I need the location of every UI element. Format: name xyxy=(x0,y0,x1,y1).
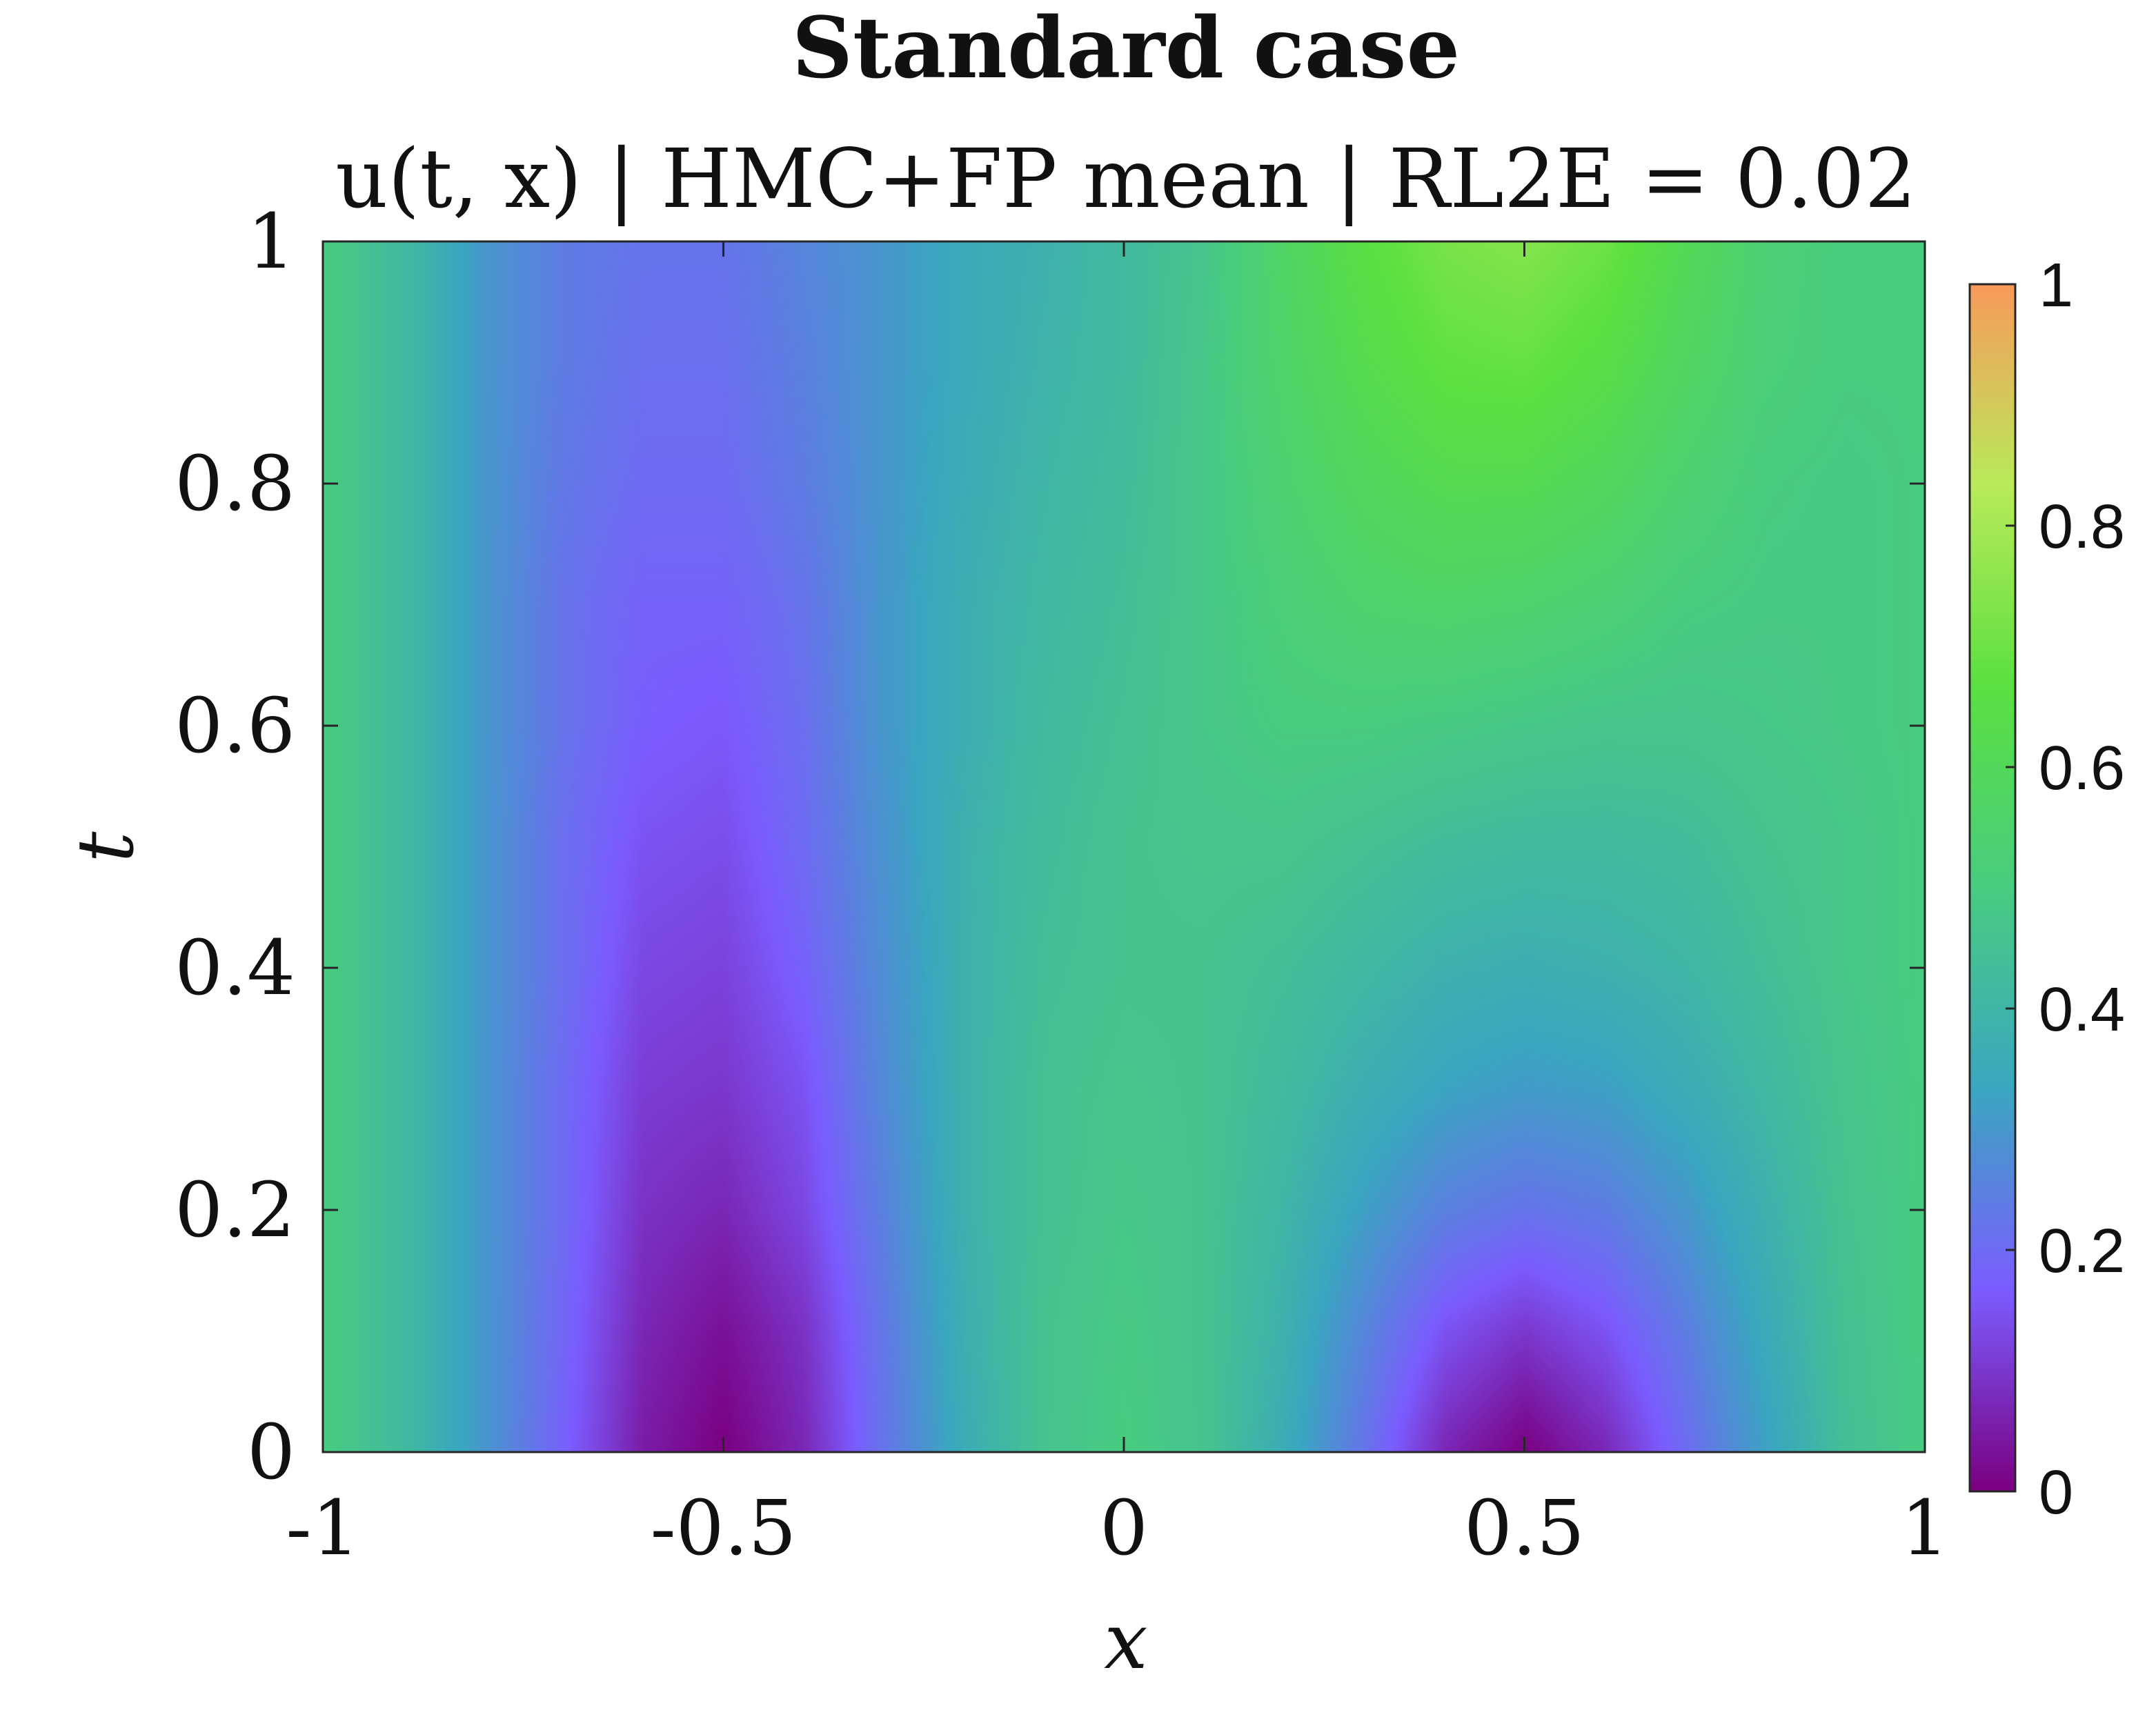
colorbar xyxy=(1968,283,2017,1493)
colorbar-tick-label: 0.2 xyxy=(2039,1217,2125,1286)
colorbar-tick-label: 1 xyxy=(2039,251,2073,320)
x-tick-label: -1 xyxy=(286,1484,359,1572)
x-tick-label: 1 xyxy=(1901,1484,1949,1572)
y-axis-ticks: 0 0.2 0.4 0.6 0.8 1 xyxy=(175,197,1925,1496)
colorbar-tick-label: 0 xyxy=(2039,1458,2073,1527)
colorbar-tick-label: 0.4 xyxy=(2039,975,2125,1044)
x-axis-ticks: -1 -0.5 0 0.5 1 xyxy=(286,241,1949,1572)
y-tick-label: 0.2 xyxy=(175,1166,295,1254)
x-tick-label: 0 xyxy=(1100,1484,1148,1572)
colorbar-tick-label: 0.8 xyxy=(2039,493,2125,562)
chart-title: Standard case xyxy=(792,0,1460,97)
x-tick-label: 0.5 xyxy=(1464,1484,1585,1572)
x-axis-label: x xyxy=(1104,1597,1147,1687)
y-axis-label: t xyxy=(61,831,151,863)
colorbar-tick-label: 0.6 xyxy=(2039,734,2125,803)
y-tick-label: 0 xyxy=(247,1408,295,1496)
colorbar-ticks: 0 0.2 0.4 0.6 0.8 1 xyxy=(2006,251,2125,1527)
y-tick-label: 0.6 xyxy=(175,682,295,770)
y-tick-label: 0.4 xyxy=(175,924,295,1012)
y-tick-label: 0.8 xyxy=(175,439,295,528)
heatmap-field xyxy=(323,241,1925,1452)
y-tick-label: 1 xyxy=(247,197,295,286)
chart-subtitle: u(t, x) | HMC+FP mean | RL2E = 0.02 xyxy=(335,131,1916,226)
x-tick-label: -0.5 xyxy=(650,1484,796,1572)
